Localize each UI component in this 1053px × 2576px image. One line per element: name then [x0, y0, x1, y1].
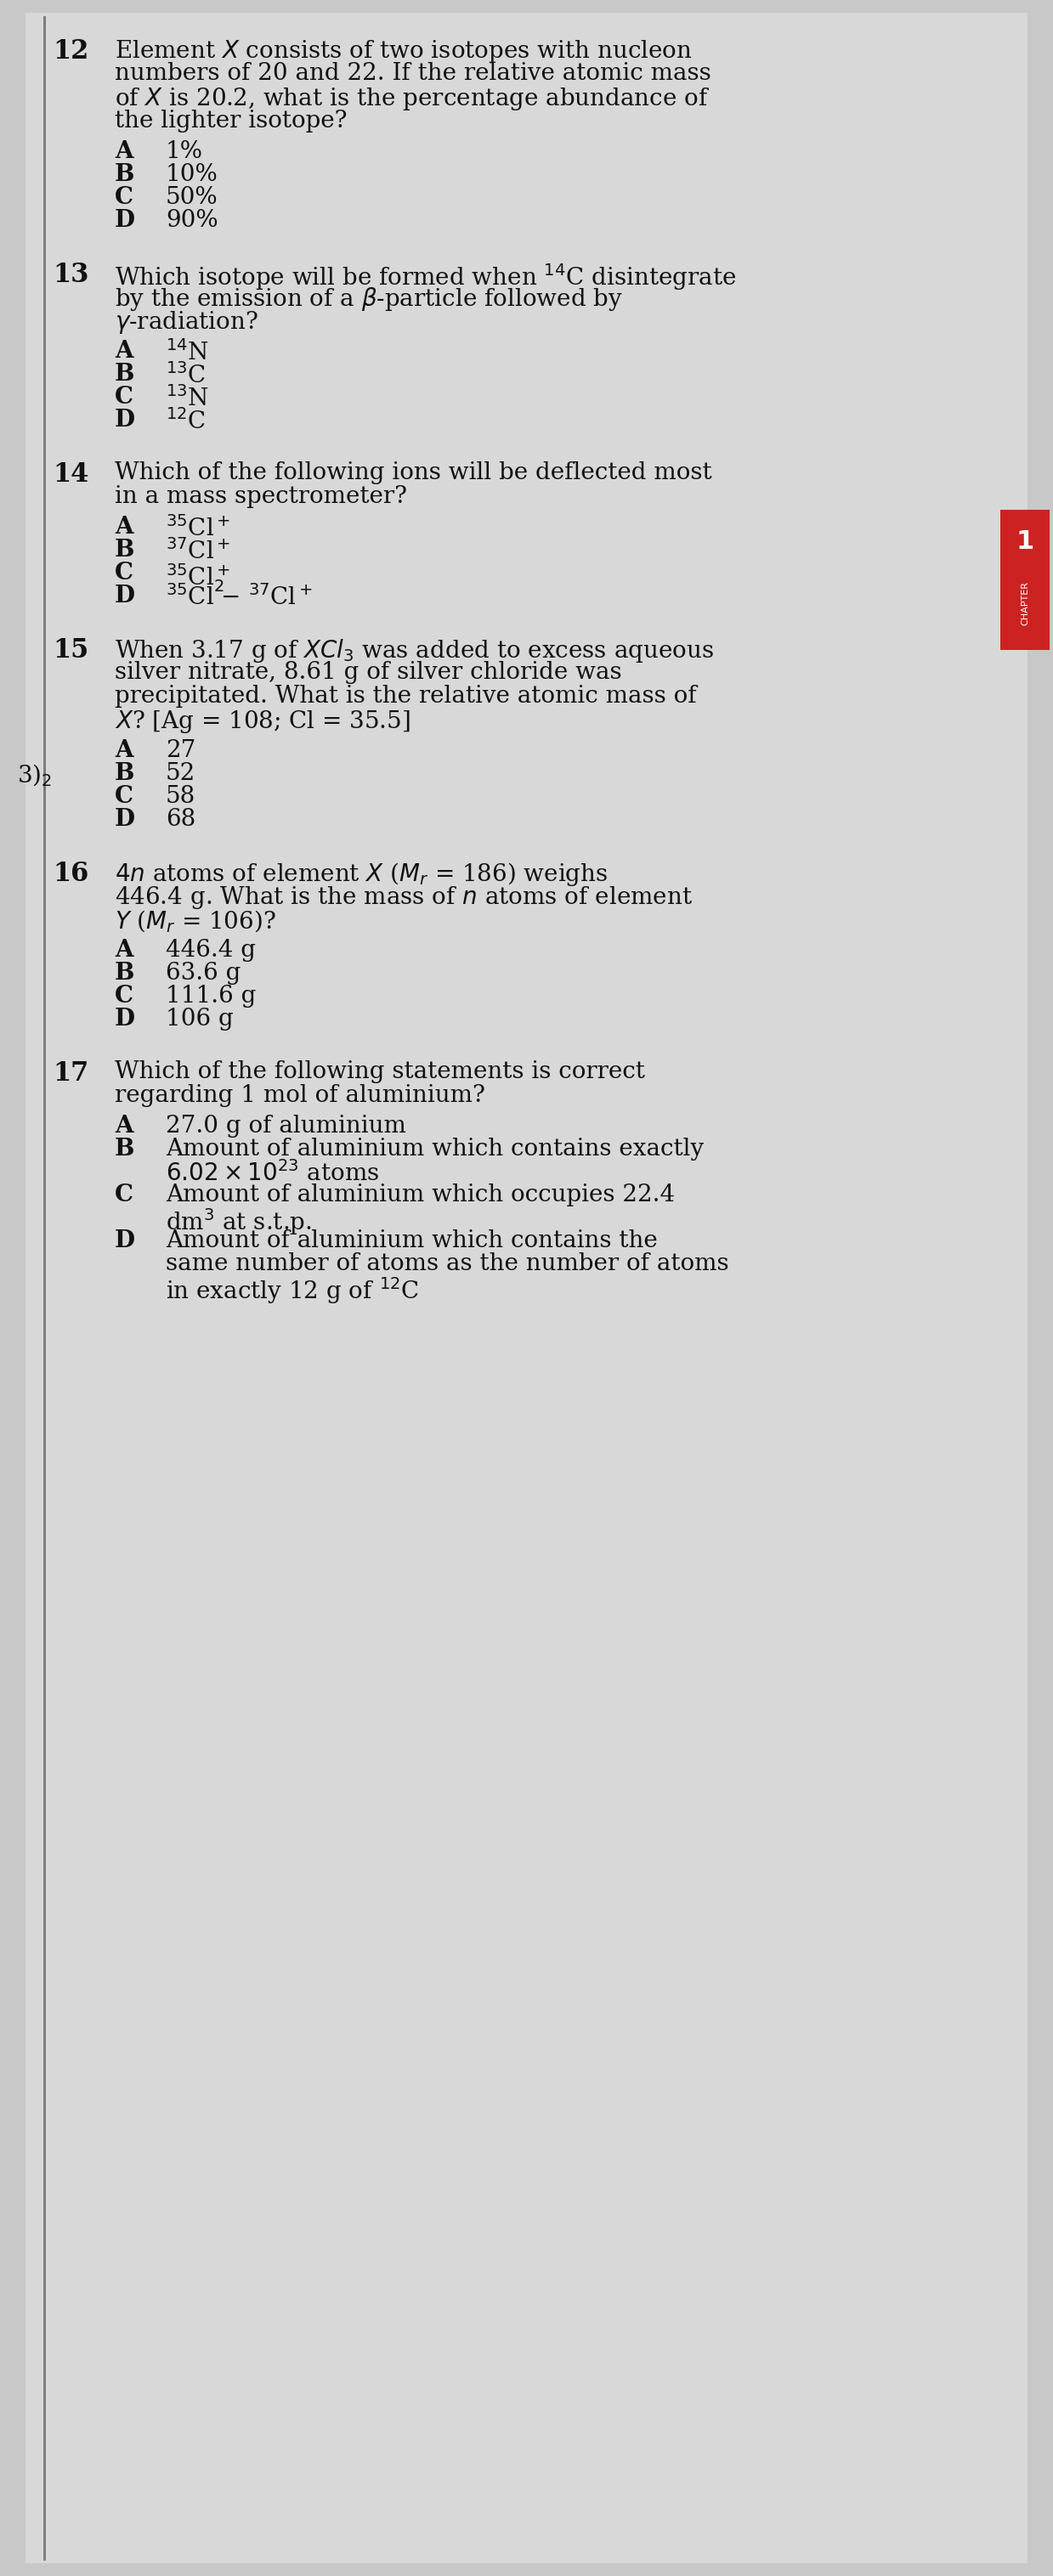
Text: D: D — [115, 809, 135, 832]
Text: 27.0 g of aluminium: 27.0 g of aluminium — [165, 1115, 406, 1139]
Text: the lighter isotope?: the lighter isotope? — [115, 111, 347, 131]
Text: CHAPTER: CHAPTER — [1020, 582, 1029, 626]
Text: $^{35}$Cl$_2^+$: $^{35}$Cl$_2^+$ — [165, 562, 231, 595]
Text: 63.6 g: 63.6 g — [165, 961, 241, 984]
Text: $X$? [Ag = 108; Cl = 35.5]: $X$? [Ag = 108; Cl = 35.5] — [115, 708, 411, 734]
Text: 15: 15 — [53, 636, 88, 665]
Text: 27: 27 — [165, 739, 196, 762]
Text: 446.4 g. What is the mass of $n$ atoms of element: 446.4 g. What is the mass of $n$ atoms o… — [115, 884, 693, 912]
Text: $4n$ atoms of element $X$ ($M_r$ = 186) weighs: $4n$ atoms of element $X$ ($M_r$ = 186) … — [115, 860, 608, 889]
Text: $^{12}$C: $^{12}$C — [165, 410, 206, 435]
Text: $^{35}$Cl $-$ $^{37}$Cl$^+$: $^{35}$Cl $-$ $^{37}$Cl$^+$ — [165, 585, 313, 611]
Text: $^{37}$Cl$^+$: $^{37}$Cl$^+$ — [165, 538, 231, 564]
Text: A: A — [115, 139, 133, 162]
Text: $^{35}$Cl$^+$: $^{35}$Cl$^+$ — [165, 515, 231, 541]
Text: Amount of aluminium which contains exactly: Amount of aluminium which contains exact… — [165, 1139, 703, 1162]
Text: by the emission of a $\beta$-particle followed by: by the emission of a $\beta$-particle fo… — [115, 286, 622, 312]
Text: B: B — [115, 961, 135, 984]
Text: B: B — [115, 1139, 135, 1162]
Text: dm$^3$ at s.t.p.: dm$^3$ at s.t.p. — [165, 1206, 312, 1236]
Text: in exactly 12 g of $^{12}$C: in exactly 12 g of $^{12}$C — [165, 1275, 419, 1306]
Text: C: C — [115, 562, 134, 585]
Text: precipitated. What is the relative atomic mass of: precipitated. What is the relative atomi… — [115, 685, 697, 708]
Text: same number of atoms as the number of atoms: same number of atoms as the number of at… — [165, 1252, 729, 1275]
Text: Which isotope will be formed when $^{14}$C disintegrate: Which isotope will be formed when $^{14}… — [115, 263, 736, 291]
Text: Element $X$ consists of two isotopes with nucleon: Element $X$ consists of two isotopes wit… — [115, 39, 693, 64]
Text: When 3.17 g of $XCl_3$ was added to excess aqueous: When 3.17 g of $XCl_3$ was added to exce… — [115, 636, 714, 665]
Text: D: D — [115, 1007, 135, 1030]
Text: 1%: 1% — [165, 139, 203, 162]
Text: 58: 58 — [165, 786, 196, 809]
Text: B: B — [115, 363, 135, 386]
FancyBboxPatch shape — [25, 13, 1028, 2563]
Text: 68: 68 — [165, 809, 196, 832]
Text: 17: 17 — [53, 1061, 88, 1087]
Text: $^{14}$N: $^{14}$N — [165, 340, 208, 366]
Text: D: D — [115, 410, 135, 433]
Text: in a mass spectrometer?: in a mass spectrometer? — [115, 484, 408, 507]
Text: 3)$_2$: 3)$_2$ — [17, 762, 52, 788]
Text: Amount of aluminium which contains the: Amount of aluminium which contains the — [165, 1229, 657, 1252]
Text: 52: 52 — [165, 762, 196, 786]
Text: $6.02 \times 10^{23}$ atoms: $6.02 \times 10^{23}$ atoms — [165, 1162, 379, 1185]
Text: 50%: 50% — [165, 185, 218, 209]
Text: $Y$ ($M_r$ = 106)?: $Y$ ($M_r$ = 106)? — [115, 909, 276, 935]
Text: A: A — [115, 938, 133, 961]
Text: silver nitrate, 8.61 g of silver chloride was: silver nitrate, 8.61 g of silver chlorid… — [115, 662, 621, 685]
Text: C: C — [115, 386, 134, 410]
Text: of $X$ is 20.2, what is the percentage abundance of: of $X$ is 20.2, what is the percentage a… — [115, 85, 710, 113]
Text: C: C — [115, 786, 134, 809]
Text: B: B — [115, 538, 135, 562]
Text: 10%: 10% — [165, 162, 218, 185]
Text: 106 g: 106 g — [165, 1007, 234, 1030]
Text: A: A — [115, 1115, 133, 1139]
Text: A: A — [115, 515, 133, 538]
Text: Which of the following ions will be deflected most: Which of the following ions will be defl… — [115, 461, 712, 484]
Text: $^{13}$C: $^{13}$C — [165, 363, 206, 389]
Text: A: A — [115, 739, 133, 762]
Text: 16: 16 — [53, 860, 88, 886]
Text: D: D — [115, 209, 135, 232]
Text: $^{13}$N: $^{13}$N — [165, 386, 208, 412]
Text: 446.4 g: 446.4 g — [165, 938, 256, 961]
Text: 13: 13 — [53, 263, 88, 289]
Text: regarding 1 mol of aluminium?: regarding 1 mol of aluminium? — [115, 1084, 485, 1108]
Text: $\gamma$-radiation?: $\gamma$-radiation? — [115, 309, 258, 335]
Text: numbers of 20 and 22. If the relative atomic mass: numbers of 20 and 22. If the relative at… — [115, 62, 711, 85]
Text: C: C — [115, 984, 134, 1007]
Text: C: C — [115, 1182, 134, 1206]
Text: B: B — [115, 762, 135, 786]
Text: C: C — [115, 185, 134, 209]
Text: 14: 14 — [53, 461, 88, 487]
Text: 12: 12 — [53, 39, 88, 64]
Text: Which of the following statements is correct: Which of the following statements is cor… — [115, 1061, 644, 1084]
Text: 90%: 90% — [165, 209, 218, 232]
Text: B: B — [115, 162, 135, 185]
Text: D: D — [115, 585, 135, 608]
Text: D: D — [115, 1229, 135, 1252]
Text: 1: 1 — [1016, 531, 1034, 554]
Text: 111.6 g: 111.6 g — [165, 984, 256, 1007]
Text: Amount of aluminium which occupies 22.4: Amount of aluminium which occupies 22.4 — [165, 1182, 675, 1206]
Text: A: A — [115, 340, 133, 363]
FancyBboxPatch shape — [1000, 510, 1050, 649]
